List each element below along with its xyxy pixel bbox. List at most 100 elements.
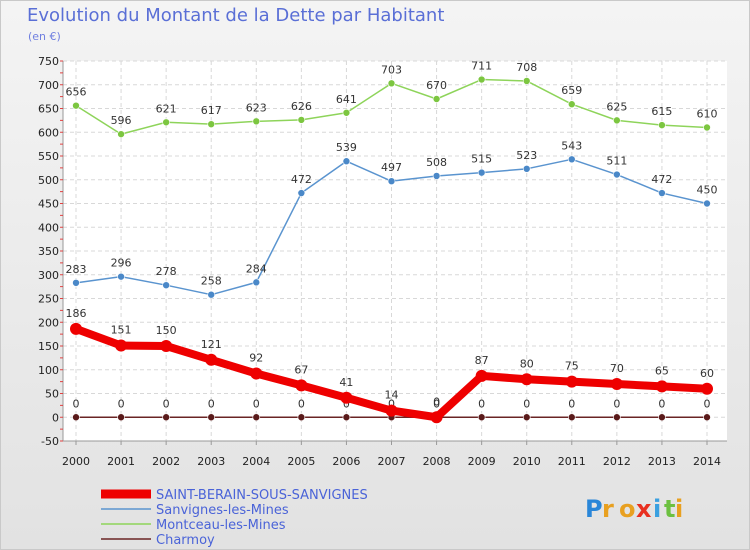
brand-letter: x [636,495,652,523]
y-tick-label: 450 [38,198,59,211]
data-point [430,411,443,424]
data-label: 670 [426,79,447,92]
x-tick-label: 2009 [468,455,496,468]
brand-letter: o [619,495,636,523]
y-tick-label: 250 [38,293,59,306]
data-label: 621 [156,102,177,115]
data-point [207,290,216,299]
data-label: 92 [249,352,263,365]
y-tick-label: 100 [38,364,59,377]
data-point [205,353,218,366]
data-label: 596 [111,114,132,127]
data-point [340,391,353,404]
data-label: 0 [73,397,80,410]
data-label: 150 [156,324,177,337]
data-point [115,339,128,352]
data-point [295,379,308,392]
data-point [207,120,216,128]
data-label: 0 [613,397,620,410]
data-point [252,413,261,422]
data-point [342,108,351,117]
data-point [252,278,261,287]
data-point [207,413,216,422]
data-point [613,170,621,179]
data-point [432,95,441,103]
data-label: 296 [111,257,132,270]
x-tick-label: 2003 [197,455,225,468]
data-point [703,199,711,208]
data-label: 121 [201,338,222,351]
brand-letter: r [602,495,614,523]
data-point [522,77,531,85]
data-label: 41 [339,376,353,389]
data-point [658,189,666,197]
y-tick-label: 500 [38,174,59,187]
data-label: 75 [565,360,579,373]
data-point [252,117,261,126]
data-point [297,189,306,197]
data-label: 539 [336,141,357,154]
data-label: 87 [475,354,489,367]
x-tick-label: 2013 [648,455,676,468]
data-label: 0 [253,397,260,410]
data-label: 515 [471,153,492,166]
data-point [162,413,170,422]
x-tick-label: 2000 [62,455,90,468]
data-point [72,413,80,422]
data-point [385,404,398,417]
y-tick-label: 50 [45,388,59,401]
data-point [522,413,531,422]
y-tick-label: 150 [38,340,59,353]
data-point [613,413,621,422]
y-tick-label: 400 [38,221,59,234]
data-label: 0 [163,397,170,410]
data-point [387,79,396,88]
data-label: 151 [111,324,132,337]
data-label: 656 [66,86,87,99]
y-tick-label: 750 [38,55,59,68]
x-tick-label: 2012 [603,455,631,468]
data-label: 623 [246,101,267,114]
data-point [342,157,351,166]
data-label: 65 [655,364,669,377]
data-label: 14 [385,389,399,402]
data-point [701,382,713,395]
data-label: 610 [697,108,718,121]
y-tick-label: 0 [52,411,59,424]
data-point [117,272,125,281]
data-point [297,413,306,422]
x-tick-label: 2011 [558,455,586,468]
data-label: 497 [381,161,402,174]
data-label: 703 [381,63,402,76]
y-tick-label: 600 [38,126,59,139]
x-tick-label: 2006 [332,455,360,468]
data-label: 80 [520,357,534,370]
x-tick-label: 2008 [423,455,451,468]
data-label: 0 [208,397,215,410]
data-point [72,279,80,287]
brand-letter: i [675,495,683,523]
legend-label: Montceau-les-Mines [156,518,286,533]
data-label: 0 [298,397,305,410]
x-tick-label: 2001 [107,455,135,468]
data-point [658,121,666,129]
legend-label: Charmoy [156,533,215,548]
chart-title: Evolution du Montant de la Dette par Hab… [27,5,445,26]
data-point [658,413,666,422]
data-point [610,378,623,390]
data-point [432,172,441,180]
data-point [117,130,125,138]
data-label: 472 [291,173,312,186]
data-point [567,413,576,422]
x-tick-label: 2014 [693,455,721,468]
brand-letter: i [653,495,661,523]
data-point [477,75,486,84]
brand-letter: t [664,495,675,523]
data-label: 0 [433,395,440,408]
x-tick-label: 2004 [242,455,270,468]
data-point [117,413,125,422]
data-label: 472 [651,173,672,186]
data-point [162,281,170,290]
